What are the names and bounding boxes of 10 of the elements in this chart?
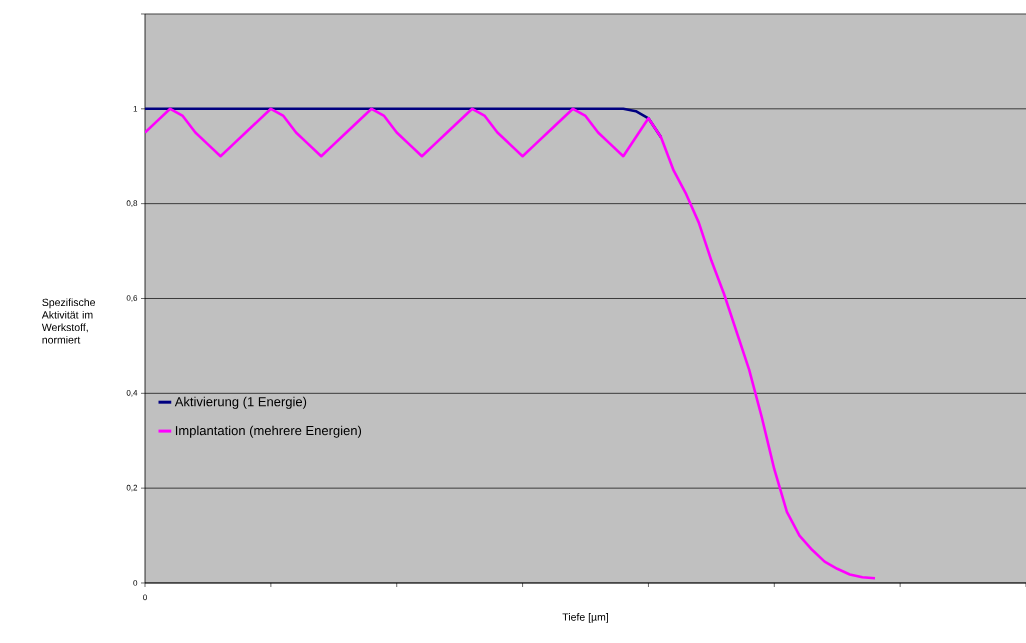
y-tick-label: 1	[133, 106, 138, 112]
y-tick-label: 0,4	[126, 390, 138, 397]
y-tick-label: 0,6	[126, 295, 138, 302]
y-tick-label: 0,8	[126, 200, 138, 207]
x-axis-title: Tiefe [µm]	[562, 613, 609, 623]
y-tick-label: 0,2	[126, 484, 138, 492]
legend-label: Implantation (mehrere Energien)	[175, 425, 362, 438]
legend-label: Aktivierung (1 Energie)	[174, 396, 307, 409]
y-axis-title: Spezifische Aktivität im Werkstoff, normiert	[41, 298, 96, 344]
y-tick-label: 0	[133, 580, 138, 586]
